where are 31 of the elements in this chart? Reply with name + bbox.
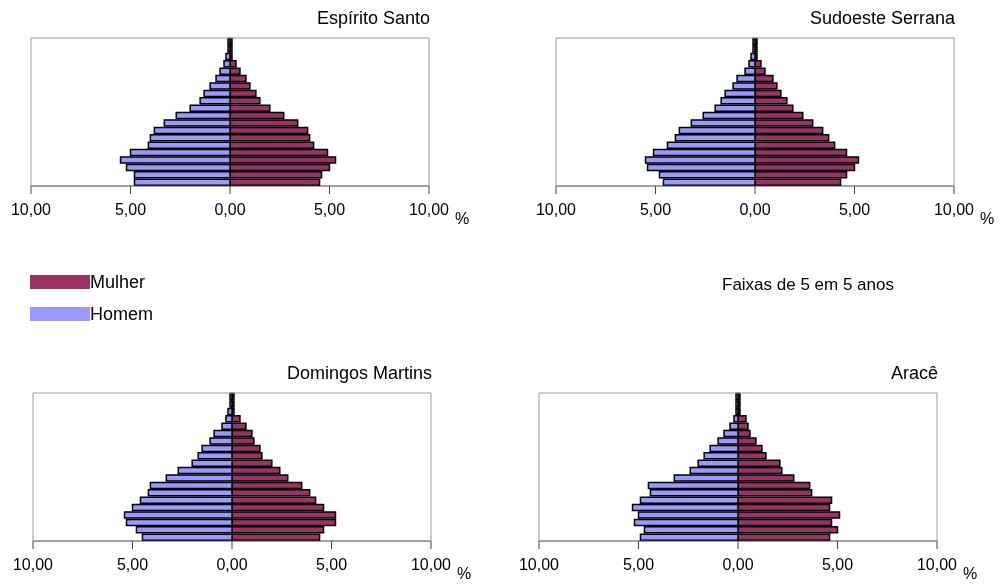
x-tick-label: 5,00 bbox=[639, 201, 672, 219]
x-tick-label: 10,00 bbox=[410, 556, 452, 574]
x-axis-title: % bbox=[455, 209, 470, 227]
x-tick-label: 5,00 bbox=[622, 556, 655, 574]
legend-label: Homem bbox=[90, 303, 154, 325]
x-axis-title: % bbox=[980, 209, 995, 227]
x-tick-label: 5,00 bbox=[116, 556, 149, 574]
x-tick-label: 5,00 bbox=[315, 556, 348, 574]
x-tick-label: 0,00 bbox=[214, 201, 246, 219]
x-tick-label: 10,00 bbox=[408, 201, 450, 219]
x-tick-label: 10,00 bbox=[10, 201, 52, 219]
x-tick-label: 5,00 bbox=[114, 201, 147, 219]
x-tick-label: 10,00 bbox=[12, 556, 54, 574]
x-tick-label: 10,00 bbox=[916, 556, 958, 574]
x-tick-label: 0,00 bbox=[722, 556, 754, 574]
x-axis-title: % bbox=[457, 564, 472, 582]
chart-title: Domingos Martins bbox=[286, 363, 432, 384]
x-tick-label: 0,00 bbox=[739, 201, 771, 219]
chart-title: Sudoeste Serrana bbox=[809, 8, 955, 29]
x-tick-label: 10,00 bbox=[933, 201, 975, 219]
chart-title: Espírito Santo bbox=[316, 8, 430, 29]
legend-label: Mulher bbox=[90, 271, 146, 293]
x-tick-label: 5,00 bbox=[821, 556, 854, 574]
x-axis-title: % bbox=[963, 564, 978, 582]
x-tick-label: 10,00 bbox=[535, 201, 577, 219]
x-tick-label: 10,00 bbox=[518, 556, 560, 574]
x-tick-label: 5,00 bbox=[313, 201, 346, 219]
x-tick-label: 0,00 bbox=[216, 556, 248, 574]
chart-title: Aracê bbox=[890, 363, 938, 384]
text: Faixas de 5 em 5 anos bbox=[722, 275, 894, 295]
x-tick-label: 5,00 bbox=[838, 201, 871, 219]
